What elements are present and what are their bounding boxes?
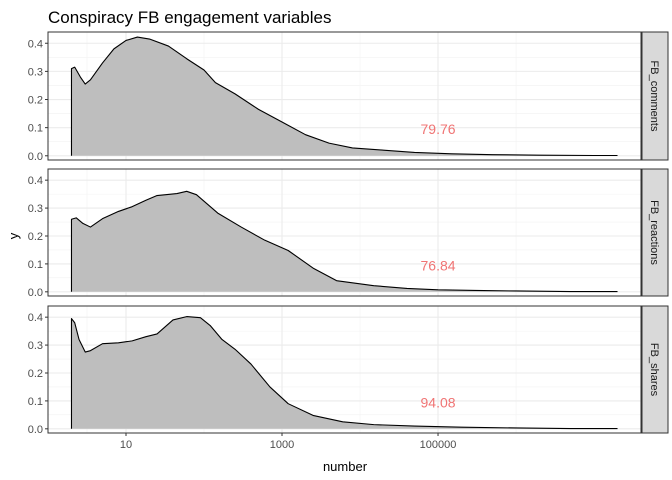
facet-strip-label: FB_shares	[648, 343, 660, 397]
y-tick-label: 0.0	[28, 424, 43, 436]
panel-FB_shares: 94.08 0.0 0.1 0.2 0.3 0.4 FB_shares	[28, 305, 669, 436]
y-tick-label: 0.0	[28, 287, 43, 299]
y-tick-label: 0.4	[28, 175, 43, 187]
y-tick-label: 0.4	[28, 38, 43, 50]
y-tick-label: 0.1	[28, 396, 43, 408]
density-line-FB_comments	[70, 36, 618, 157]
facet-strip	[641, 168, 669, 297]
y-tick-label: 0.3	[28, 66, 43, 78]
annotation-FB_reactions: 76.84	[421, 257, 456, 273]
annotation-FB_comments: 79.76	[421, 121, 456, 137]
y-axis-title: y	[6, 232, 21, 239]
facet-strip	[641, 305, 669, 434]
y-tick-label: 0.3	[28, 340, 43, 352]
density-area-FB_reactions	[71, 191, 618, 292]
density-area-FB_comments	[71, 37, 618, 156]
x-tick-label: 1000	[270, 439, 294, 451]
chart-title: Conspiracy FB engagement variables	[48, 8, 331, 27]
x-axis-title: number	[323, 459, 368, 474]
panel-border	[47, 305, 642, 434]
facet-strip-label: FB_comments	[648, 61, 660, 132]
density-line-FB_shares	[70, 316, 618, 430]
y-tick-label: 0.0	[28, 151, 43, 163]
y-tick-label: 0.2	[28, 95, 43, 107]
panel-border	[47, 31, 642, 161]
x-tick-label: 100000	[420, 439, 457, 451]
y-tick-label: 0.1	[28, 123, 43, 135]
y-tick-label: 0.3	[28, 203, 43, 215]
y-tick-label: 0.2	[28, 231, 43, 243]
facet-strip	[641, 31, 669, 161]
x-tick-label: 10	[120, 439, 132, 451]
annotation-FB_shares: 94.08	[421, 394, 456, 410]
density-line-FB_reactions	[70, 190, 618, 293]
y-tick-label: 0.1	[28, 259, 43, 271]
y-tick-label: 0.2	[28, 368, 43, 380]
panel-FB_reactions: 76.84 0.0 0.1 0.2 0.3 0.4 FB_reactions	[28, 168, 669, 299]
panel-FB_comments: 79.76 0.0 0.1 0.2 0.3 0.4 FB_comments	[28, 31, 669, 163]
panels-layer: 79.76 0.0 0.1 0.2 0.3 0.4 FB_comments 76.84 0.0 0…	[28, 31, 669, 436]
x-axis: 10 1000 100000	[120, 433, 457, 451]
density-area-FB_shares	[71, 316, 618, 429]
y-tick-label: 0.4	[28, 312, 43, 324]
panel-border	[47, 168, 642, 297]
facet-strip-label: FB_reactions	[648, 200, 660, 265]
